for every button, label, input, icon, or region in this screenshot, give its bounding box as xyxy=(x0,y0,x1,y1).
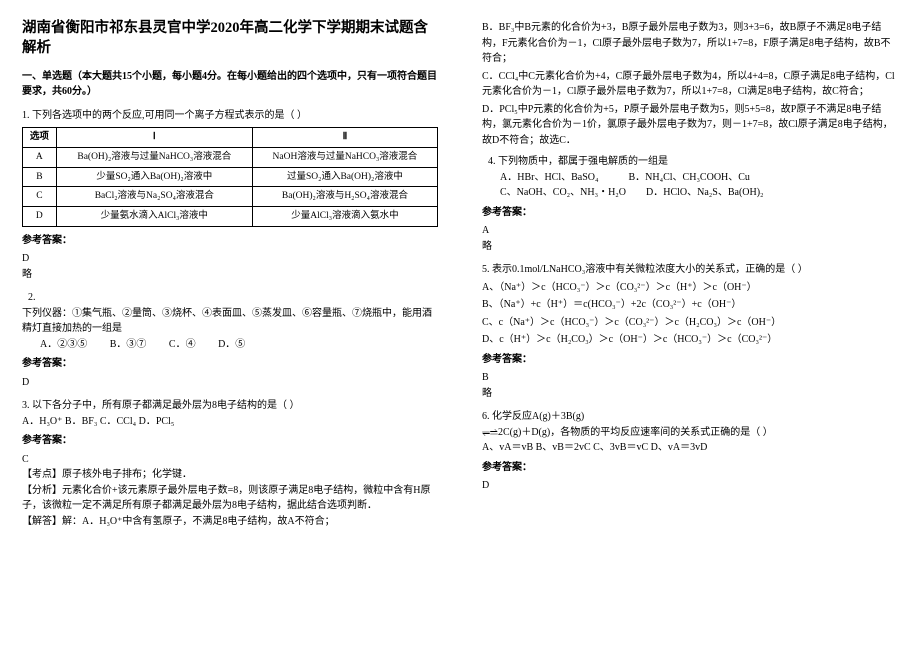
th: Ⅱ xyxy=(252,128,437,148)
q5-opt-c: C、c（Na⁺）＞c（HCO₃⁻）＞c（CO₃²⁻）＞c（H₂CO₃）＞c（OH… xyxy=(482,315,898,331)
answer-label: 参考答案： xyxy=(482,205,898,221)
q4-row1: A．HBr、HCl、BaSO₄ B．NH₄Cl、CH₃COOH、Cu xyxy=(482,170,898,186)
q6-stem-line1: 6. 化学反应A(g)＋3B(g) xyxy=(482,409,898,425)
q3-options: A．H₃O⁺ B．BF₃ C．CCl₄ D．PCl₅ xyxy=(22,414,438,430)
td: A xyxy=(23,147,57,167)
q3-cont-b: B．BF₃中B元素的化合价为+3，B原子最外层电子数为3，则3+3=6，故B原子… xyxy=(482,20,898,67)
table-row: D 少量氨水滴入AlCl₃溶液中 少量AlCl₃溶液滴入氨水中 xyxy=(23,206,438,226)
q3-fenxi: 【分析】元素化合价+该元素原子最外层电子数=8，则该原子满足8电子结构，微粒中含… xyxy=(22,483,438,514)
q3-cont-c: C．CCl₄中C元素化合价为+4，C原子最外层电子数为4，所以4+4=8，C原子… xyxy=(482,69,898,100)
answer-label: 参考答案： xyxy=(22,233,438,249)
td: C xyxy=(23,187,57,207)
q5-opt-d: D、c（H⁺）＞c（H₂CO₃）＞c（OH⁻）＞c（HCO₃⁻）＞c（CO₃²⁻… xyxy=(482,332,898,348)
kd-text: 原子核外电子排布；化学键． xyxy=(62,469,192,480)
q5-answer: B xyxy=(482,370,898,386)
question-6: 6. 化学反应A(g)＋3B(g) ⥫⥬2C(g)＋D(g)，各物质的平均反应速… xyxy=(482,409,898,494)
q3-stem: 3. 以下各分子中，所有原子都满足最外层为8电子结构的是（ ） xyxy=(22,398,438,414)
td: NaOH溶液与过量NaHCO₃溶液混合 xyxy=(252,147,437,167)
question-2: 2. 下列仪器：①集气瓶、②量筒、③烧杯、④表面皿、⑤蒸发皿、⑥容量瓶、⑦烧瓶中… xyxy=(22,290,438,390)
q2-options: A．②③⑤ B．③⑦ C．④ D．⑤ xyxy=(22,337,438,353)
opt-c: C、NaOH、CO₂、NH₃・H₂O xyxy=(500,187,626,198)
q4-extra: 略 xyxy=(482,239,898,255)
td: B xyxy=(23,167,57,187)
q4-stem: 4. 下列物质中，都属于强电解质的一组是 xyxy=(482,154,898,170)
q2-answer: D xyxy=(22,375,438,391)
table-row: C BaCl₂溶液与Na₂SO₄溶液混合 Ba(OH)₂溶液与H₂SO₄溶液混合 xyxy=(23,187,438,207)
left-column: 湖南省衡阳市祁东县灵官中学2020年高二化学下学期期末试题含解析 一、单选题（本… xyxy=(0,0,460,651)
opt-b: B．NH₄Cl、CH₃COOH、Cu xyxy=(629,172,750,183)
opt-a: A．②③⑤ xyxy=(40,339,87,350)
question-5: 5. 表示0.1mol/LNaHCO₃溶液中有关微粒浓度大小的关系式，正确的是（… xyxy=(482,262,898,401)
q6-stem-line2: ⥫⥬2C(g)＋D(g)，各物质的平均反应速率间的关系式正确的是（ ） xyxy=(482,425,898,441)
answer-label: 参考答案： xyxy=(22,356,438,372)
opt-d: D．HClO、Na₂S、Ba(OH)₂ xyxy=(646,187,764,198)
q5-opt-b: B、（Na⁺）+c（H⁺）＝c(HCO₃⁻）+2c（CO₃²⁻）+c（OH⁻） xyxy=(482,297,898,313)
answer-label: 参考答案： xyxy=(22,433,438,449)
th: Ⅰ xyxy=(56,128,252,148)
q6-stem2: 2C(g)＋D(g)，各物质的平均反应速率间的关系式正确的是（ ） xyxy=(498,427,773,438)
th: 选项 xyxy=(23,128,57,148)
opt-b: B．③⑦ xyxy=(110,339,147,350)
q3-cont-d: D．PCl₅中P元素的化合价为+5，P原子最外层电子数为5，则5+5=8，故P原… xyxy=(482,102,898,149)
q3-jieda: 【解答】解：A．H₃O⁺中含有氢原子，不满足8电子结构，故A不符合； xyxy=(22,514,438,530)
q3-kaodian: 【考点】原子核外电子排布；化学键． xyxy=(22,467,438,483)
q1-table: 选项 Ⅰ Ⅱ A Ba(OH)₂溶液与过量NaHCO₃溶液混合 NaOH溶液与过… xyxy=(22,127,438,227)
q6-answer: D xyxy=(482,478,898,494)
q5-extra: 略 xyxy=(482,386,898,402)
doc-title: 湖南省衡阳市祁东县灵官中学2020年高二化学下学期期末试题含解析 xyxy=(22,18,438,59)
q6-options: A、vA＝vB B、vB＝2vC C、3vB＝vC D、vA＝3vD xyxy=(482,440,898,456)
q1-answer: D xyxy=(22,251,438,267)
label-kd: 【考点】 xyxy=(22,469,62,480)
td: Ba(OH)₂溶液与过量NaHCO₃溶液混合 xyxy=(56,147,252,167)
q2-stem: 下列仪器：①集气瓶、②量筒、③烧杯、④表面皿、⑤蒸发皿、⑥容量瓶、⑦烧瓶中，能用… xyxy=(22,306,438,337)
q4-answer: A xyxy=(482,223,898,239)
td: 少量AlCl₃溶液滴入氨水中 xyxy=(252,206,437,226)
td: 少量SO₂通入Ba(OH)₂溶液中 xyxy=(56,167,252,187)
question-4: 4. 下列物质中，都属于强电解质的一组是 A．HBr、HCl、BaSO₄ B．N… xyxy=(482,154,898,254)
td: 过量SO₂通入Ba(OH)₂溶液中 xyxy=(252,167,437,187)
q5-opt-a: A、（Na⁺）＞c（HCO₃⁻）＞c（CO₃²⁻）＞c（H⁺）＞c（OH⁻） xyxy=(482,280,898,296)
opt-a: A．HBr、HCl、BaSO₄ xyxy=(500,172,599,183)
q1-extra: 略 xyxy=(22,267,438,283)
opt-c: C．④ xyxy=(169,339,196,350)
opt-d: D．⑤ xyxy=(218,339,245,350)
q1-stem: 1. 下列各选项中的两个反应,可用同一个离子方程式表示的是（ ） xyxy=(22,108,438,124)
table-row: B 少量SO₂通入Ba(OH)₂溶液中 过量SO₂通入Ba(OH)₂溶液中 xyxy=(23,167,438,187)
answer-label: 参考答案： xyxy=(482,352,898,368)
q4-row2: C、NaOH、CO₂、NH₃・H₂O D．HClO、Na₂S、Ba(OH)₂ xyxy=(482,185,898,201)
table-row: A Ba(OH)₂溶液与过量NaHCO₃溶液混合 NaOH溶液与过量NaHCO₃… xyxy=(23,147,438,167)
td: Ba(OH)₂溶液与H₂SO₄溶液混合 xyxy=(252,187,437,207)
label-jd: 【解答】 xyxy=(22,516,62,527)
label-fx: 【分析】 xyxy=(22,485,62,496)
jd-text: 解：A．H₃O⁺中含有氢原子，不满足8电子结构，故A不符合； xyxy=(62,516,335,527)
q2-num: 2. xyxy=(22,290,438,306)
fx-text: 元素化合价+该元素原子最外层电子数=8，则该原子满足8电子结构，微粒中含有H原子… xyxy=(22,485,431,512)
td: D xyxy=(23,206,57,226)
question-1: 1. 下列各选项中的两个反应,可用同一个离子方程式表示的是（ ） 选项 Ⅰ Ⅱ … xyxy=(22,108,438,283)
right-column: B．BF₃中B元素的化合价为+3，B原子最外层电子数为3，则3+3=6，故B原子… xyxy=(460,0,920,651)
answer-label: 参考答案： xyxy=(482,460,898,476)
table-row: 选项 Ⅰ Ⅱ xyxy=(23,128,438,148)
question-3: 3. 以下各分子中，所有原子都满足最外层为8电子结构的是（ ） A．H₃O⁺ B… xyxy=(22,398,438,529)
td: 少量氨水滴入AlCl₃溶液中 xyxy=(56,206,252,226)
q5-stem: 5. 表示0.1mol/LNaHCO₃溶液中有关微粒浓度大小的关系式，正确的是（… xyxy=(482,262,898,278)
q3-answer: C xyxy=(22,452,438,468)
td: BaCl₂溶液与Na₂SO₄溶液混合 xyxy=(56,187,252,207)
section-1-head: 一、单选题（本大题共15个小题，每小题4分。在每小题给出的四个选项中，只有一项符… xyxy=(22,69,438,100)
